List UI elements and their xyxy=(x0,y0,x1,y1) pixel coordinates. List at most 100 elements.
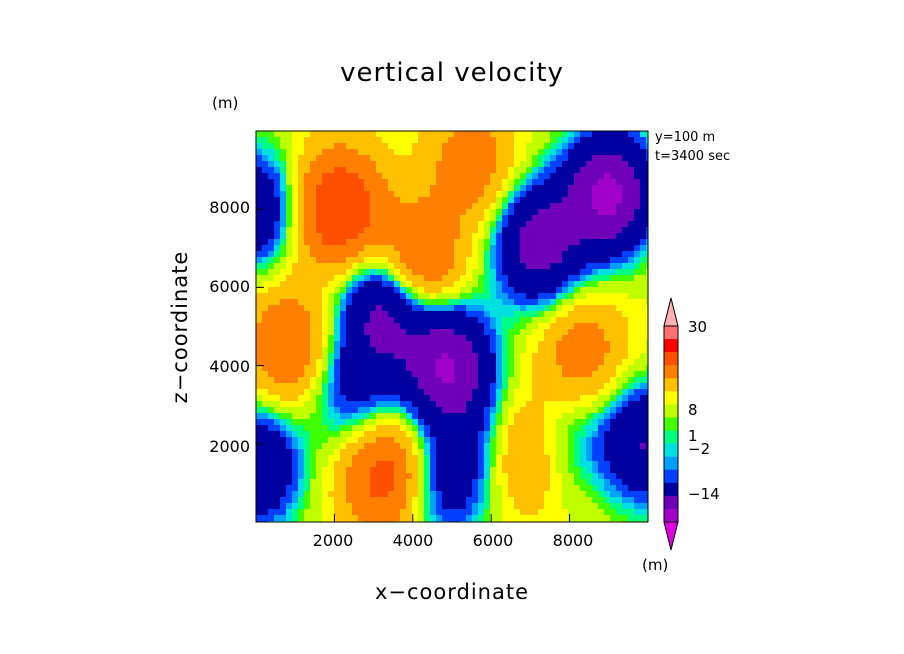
field-cell xyxy=(502,503,509,510)
field-cell xyxy=(604,245,611,252)
field-cell xyxy=(478,413,485,420)
field-cell xyxy=(622,419,629,426)
field-cell xyxy=(268,413,275,420)
field-cell xyxy=(634,287,641,294)
field-cell xyxy=(460,335,467,342)
field-cell xyxy=(280,305,287,312)
field-cell xyxy=(400,503,407,510)
field-cell xyxy=(358,473,365,480)
field-cell xyxy=(466,257,473,264)
field-cell xyxy=(460,383,467,390)
field-cell xyxy=(442,191,449,198)
field-cell xyxy=(364,137,371,144)
field-cell xyxy=(622,257,629,264)
field-cell xyxy=(568,413,575,420)
field-cell xyxy=(286,407,293,414)
field-cell xyxy=(370,449,377,456)
field-cell xyxy=(598,209,605,216)
field-cell xyxy=(268,311,275,318)
field-cell xyxy=(514,155,521,162)
field-cell xyxy=(292,485,299,492)
field-cell xyxy=(394,269,401,276)
field-cell xyxy=(592,149,599,156)
field-cell xyxy=(484,365,491,372)
field-cell xyxy=(448,473,455,480)
field-cell xyxy=(640,389,647,396)
field-cell xyxy=(310,371,317,378)
field-cell xyxy=(262,431,269,438)
field-cell xyxy=(646,221,649,228)
field-cell xyxy=(532,131,539,138)
field-cell xyxy=(478,437,485,444)
field-cell xyxy=(496,491,503,498)
field-cell xyxy=(412,149,419,156)
field-cell xyxy=(394,491,401,498)
field-cell xyxy=(298,317,305,324)
field-cell xyxy=(304,203,311,210)
field-cell xyxy=(586,347,593,354)
field-cell xyxy=(346,431,353,438)
field-cell xyxy=(454,143,461,150)
field-cell xyxy=(286,161,293,168)
field-cell xyxy=(544,509,551,516)
field-cell xyxy=(562,431,569,438)
field-cell xyxy=(556,251,563,258)
field-cell xyxy=(526,455,533,462)
field-cell xyxy=(286,485,293,492)
field-cell xyxy=(538,455,545,462)
field-cell xyxy=(508,209,515,216)
field-cell xyxy=(316,179,323,186)
field-cell xyxy=(556,155,563,162)
field-cell xyxy=(460,263,467,270)
field-cell xyxy=(574,467,581,474)
field-cell xyxy=(322,161,329,168)
field-cell xyxy=(628,383,635,390)
field-cell xyxy=(472,383,479,390)
field-cell xyxy=(262,209,269,216)
field-cell xyxy=(328,395,335,402)
field-cell xyxy=(418,131,425,138)
colorbar-tick-label: −14 xyxy=(688,485,720,503)
field-cell xyxy=(418,461,425,468)
field-cell xyxy=(316,407,323,414)
field-cell xyxy=(304,395,311,402)
field-cell xyxy=(304,461,311,468)
field-cell xyxy=(604,155,611,162)
field-cell xyxy=(532,509,539,516)
field-cell xyxy=(298,473,305,480)
field-cell xyxy=(346,443,353,450)
field-cell xyxy=(580,239,587,246)
field-cell xyxy=(418,419,425,426)
field-cell xyxy=(508,239,515,246)
field-cell xyxy=(484,179,491,186)
field-cell xyxy=(322,437,329,444)
field-cell xyxy=(328,455,335,462)
field-cell xyxy=(556,383,563,390)
field-cell xyxy=(328,131,335,138)
field-cell xyxy=(496,389,503,396)
field-cell xyxy=(496,251,503,258)
field-cell xyxy=(628,155,635,162)
field-cell xyxy=(532,311,539,318)
field-cell xyxy=(418,467,425,474)
field-cell xyxy=(580,149,587,156)
field-cell xyxy=(424,269,431,276)
field-cell xyxy=(490,371,497,378)
field-cell xyxy=(310,335,317,342)
field-cell xyxy=(502,245,509,252)
x-axis-label: x−coordinate xyxy=(374,580,530,604)
field-cell xyxy=(400,323,407,330)
field-cell xyxy=(418,311,425,318)
field-cell xyxy=(478,185,485,192)
field-cell xyxy=(598,311,605,318)
field-cell xyxy=(298,305,305,312)
field-cell xyxy=(448,161,455,168)
field-cell xyxy=(316,323,323,330)
field-cell xyxy=(394,359,401,366)
colorbar-segment xyxy=(664,456,678,471)
field-cell xyxy=(298,143,305,150)
field-cell xyxy=(388,149,395,156)
field-cell xyxy=(370,131,377,138)
field-cell xyxy=(328,161,335,168)
field-cell xyxy=(610,287,617,294)
